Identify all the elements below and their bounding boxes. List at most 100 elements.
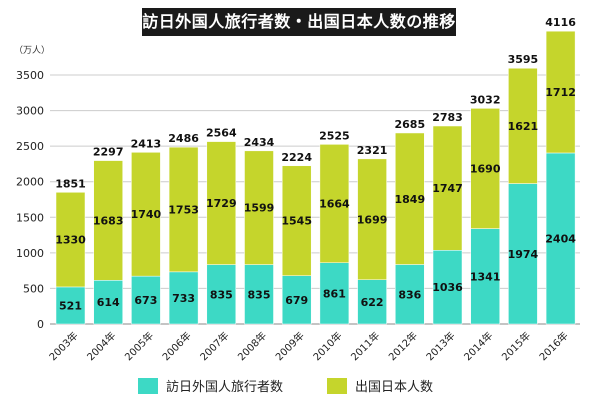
data-label-total: 2321	[357, 144, 388, 157]
y-tick-label: 2500	[16, 140, 44, 153]
x-tick-label: 2016年	[536, 329, 570, 363]
bar-departures	[432, 125, 463, 251]
data-label-visitors: 521	[59, 299, 82, 312]
data-label-departures: 1747	[432, 182, 463, 195]
data-label-visitors: 622	[361, 296, 384, 309]
legend: 訪日外国人旅行者数 出国日本人数	[0, 376, 600, 396]
bar-visitors	[508, 183, 538, 325]
y-tick-label: 3500	[16, 69, 44, 82]
data-label-departures: 1729	[206, 197, 237, 210]
y-axis-unit: （万人）	[14, 46, 51, 56]
bar-visitors	[357, 279, 387, 325]
bar-departures	[395, 132, 425, 265]
y-tick-label: 3000	[16, 105, 44, 118]
bar-visitors	[55, 286, 86, 325]
y-tick-label: 1500	[16, 211, 44, 224]
legend-label-departures: 出国日本人数	[355, 380, 434, 395]
data-label-visitors: 1036	[432, 281, 463, 294]
bar-departures	[470, 108, 500, 229]
x-tick-label: 2009年	[273, 329, 307, 363]
data-label-departures: 1740	[131, 208, 162, 221]
data-label-total: 1851	[55, 177, 86, 190]
chart-title: 訪日外国人旅行者数・出国日本人数の推移	[142, 12, 456, 31]
data-label-visitors: 733	[172, 292, 195, 305]
bar-visitors	[545, 152, 576, 325]
data-label-total: 3595	[508, 53, 539, 66]
x-tick-label: 2004年	[84, 329, 118, 363]
y-tick-label: 2000	[16, 176, 44, 189]
data-label-visitors: 1341	[470, 270, 501, 283]
data-label-departures: 1690	[470, 162, 501, 175]
data-label-departures: 1849	[394, 193, 425, 206]
bar-visitors	[319, 262, 350, 325]
y-tick-label: 0	[37, 318, 44, 331]
bar-visitors	[281, 275, 312, 325]
bar-visitors	[206, 264, 237, 325]
legend-label-visitors: 訪日外国人旅行者数	[166, 380, 284, 395]
data-label-visitors: 2404	[545, 232, 576, 245]
data-label-departures: 1683	[93, 214, 124, 227]
data-label-visitors: 673	[134, 294, 157, 307]
data-label-total: 2486	[168, 132, 199, 145]
bar-visitors	[470, 228, 500, 325]
bar-departures	[281, 165, 312, 276]
data-label-departures: 1599	[244, 202, 275, 215]
data-label-total: 2783	[432, 111, 463, 124]
legend-swatch-visitors	[138, 377, 158, 394]
data-label-total: 2685	[394, 118, 425, 131]
legend-item-departures: 出国日本人数	[327, 376, 433, 395]
x-tick-label: 2013年	[423, 329, 457, 363]
bar-departures	[545, 30, 576, 154]
data-label-total: 2525	[319, 129, 350, 142]
x-tick-label: 2006年	[159, 329, 193, 363]
bar-visitors	[432, 250, 463, 325]
data-label-departures: 1753	[168, 203, 199, 216]
bar-departures	[55, 192, 86, 288]
x-tick-label: 2015年	[499, 329, 533, 363]
bar-departures	[508, 67, 538, 184]
bar-departures	[131, 152, 161, 277]
bar-departures	[168, 146, 199, 273]
data-label-visitors: 836	[398, 288, 421, 301]
data-label-departures: 1699	[357, 213, 388, 226]
data-label-departures: 1621	[508, 120, 539, 133]
data-label-total: 2564	[206, 127, 237, 140]
x-tick-label: 2014年	[461, 329, 495, 363]
x-tick-label: 2008年	[235, 329, 269, 363]
x-tick-label: 2007年	[197, 329, 231, 363]
data-label-total: 2224	[281, 151, 312, 164]
x-tick-label: 2012年	[386, 329, 420, 363]
data-label-visitors: 1974	[508, 248, 539, 261]
bar-departures	[93, 160, 123, 281]
data-label-total: 2297	[93, 146, 124, 159]
data-label-total: 2413	[131, 137, 162, 150]
bar-departures	[206, 141, 237, 265]
legend-swatch-departures	[327, 377, 347, 394]
y-tick-label: 500	[23, 282, 44, 295]
y-tick-label: 1000	[16, 247, 44, 260]
x-tick-label: 2005年	[122, 329, 156, 363]
x-tick-label: 2010年	[310, 329, 344, 363]
bar-visitors	[93, 280, 123, 325]
x-tick-label: 2011年	[348, 329, 382, 363]
bar-departures	[244, 150, 274, 265]
title-banner	[142, 8, 456, 36]
x-tick-label: 2003年	[46, 329, 80, 363]
data-label-visitors: 679	[285, 294, 308, 307]
data-label-visitors: 861	[323, 287, 346, 300]
data-label-visitors: 614	[97, 296, 120, 309]
data-label-total: 4116	[545, 16, 576, 29]
bar-departures	[319, 144, 350, 263]
bar-visitors	[131, 275, 161, 325]
data-label-total: 2434	[244, 136, 275, 149]
data-label-visitors: 835	[248, 288, 271, 301]
bar-visitors	[168, 271, 199, 325]
data-label-departures: 1712	[545, 86, 576, 99]
data-label-departures: 1545	[281, 215, 312, 228]
data-label-departures: 1664	[319, 198, 350, 211]
bar-departures	[357, 158, 387, 280]
data-label-visitors: 835	[210, 288, 233, 301]
data-label-total: 3032	[470, 93, 501, 106]
